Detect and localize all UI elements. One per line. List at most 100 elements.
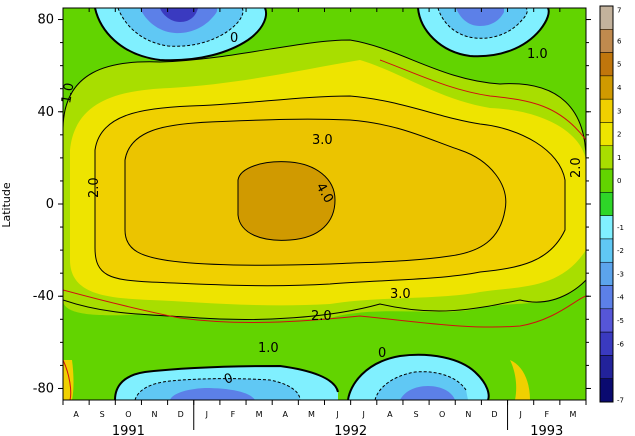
contour-1-north [63, 39, 586, 161]
colorbar-swatch [599, 308, 614, 333]
x-month-label: M [569, 410, 576, 419]
colorbar-swatch [599, 285, 614, 310]
x-axis: A S O N D J F M A M J J A S O N D J F M 1991 1992 1993 [62, 8, 587, 436]
x-year-label: 1992 [334, 424, 367, 436]
y-tick-label: 0 [46, 197, 54, 212]
x-month-label: J [518, 410, 521, 419]
x-month-label: S [100, 410, 105, 419]
x-month-label: F [544, 410, 549, 419]
contour-3 [124, 118, 507, 266]
y-axis-label: Latitude [0, 182, 13, 228]
colorbar-swatch [599, 168, 614, 193]
x-month-label: S [413, 410, 418, 419]
colorbar-swatch [599, 215, 614, 240]
y-tick-label: -80 [33, 381, 54, 396]
x-month-label: M [308, 410, 315, 419]
y-tick-label: -40 [33, 289, 54, 304]
colorbar-swatch [599, 29, 614, 53]
contour-label: 2.0 [87, 177, 102, 198]
contour-lines [63, 8, 586, 400]
contour-0-sw [114, 364, 339, 400]
x-month-label: A [73, 410, 79, 419]
red-line-north [379, 59, 586, 141]
cold-ne-2 [456, 8, 504, 26]
contour-label: 1.0 [258, 341, 279, 356]
colorbar-label: -3 [617, 270, 624, 278]
x-month-label: M [256, 410, 263, 419]
contour-neg-ne [437, 8, 528, 39]
contour-label: 1.0 [59, 82, 77, 105]
contour-label: 0 [230, 31, 238, 46]
colorbar-swatch [599, 52, 614, 77]
y-tick-label: 40 [37, 105, 54, 120]
x-month-label: D [491, 410, 497, 419]
contour-label: 3.0 [312, 133, 333, 148]
x-month-label: J [362, 410, 365, 419]
contour-neg-se [374, 371, 467, 400]
colorbar-label: 3 [617, 107, 621, 115]
colorbar-swatch [599, 75, 614, 100]
colorbar-label: 0 [617, 177, 621, 185]
contour-label: 1.0 [527, 47, 548, 62]
colorbar-swatch [599, 261, 614, 286]
x-month-label: N [152, 410, 158, 419]
x-year-label: 1993 [530, 424, 563, 436]
colorbar-frame [599, 5, 614, 403]
x-month-label: D [178, 410, 184, 419]
red-lines [63, 59, 586, 400]
contour-4 [237, 161, 336, 241]
colorbar-label: 6 [617, 37, 622, 45]
red-line-south [63, 289, 586, 328]
x-month-label: N [465, 410, 471, 419]
colorbar-swatch [599, 5, 614, 30]
contour-neg-sw [134, 378, 301, 400]
colorbar-label: -1 [617, 224, 624, 232]
colorbar-label: -2 [617, 247, 624, 255]
colorbar-label: 7 [617, 7, 621, 15]
y-tick-label: 80 [37, 13, 54, 28]
x-year-label: 1991 [112, 424, 145, 436]
x-month-label: J [335, 410, 338, 419]
plot-field [63, 8, 586, 400]
x-month-label: O [439, 410, 445, 419]
colorbar-swatch [599, 355, 614, 379]
warm-sw-edge [63, 360, 74, 400]
contour-label: 2.0 [569, 157, 584, 178]
colorbar-label: 1 [617, 154, 621, 162]
contour-1-south [63, 279, 586, 320]
cold-nw-3 [160, 8, 198, 22]
y-axis: 80 40 0 -40 -80 [33, 13, 591, 396]
contour-0-se [347, 353, 490, 400]
colorbar-swatch [599, 238, 614, 263]
colorbar-label: -7 [617, 397, 624, 405]
colorbar-swatch [599, 122, 614, 147]
x-month-label: A [387, 410, 393, 419]
cold-se-2 [400, 386, 455, 400]
colorbar: 7 6 5 4 3 2 1 0 -1 -2 -3 -4 -5 -6 -7 [599, 5, 625, 405]
contour-label: 0 [378, 346, 386, 361]
red-line-sw [63, 359, 72, 400]
colorbar-label: 2 [617, 131, 621, 139]
colorbar-label: 5 [617, 61, 621, 69]
colorbar-label: -6 [617, 340, 625, 348]
colorbar-label: -4 [617, 294, 625, 302]
field-orange [238, 161, 335, 241]
colorbar-label: 4 [617, 84, 622, 92]
colorbar-label: -5 [617, 317, 624, 325]
colorbar-swatch [599, 378, 614, 403]
contour-labels: 1.0 2.0 3.0 4.0 0 1.0 2.0 3.0 0 1.0 0 2.… [59, 31, 584, 388]
x-month-label: A [283, 410, 289, 419]
colorbar-swatch [599, 192, 614, 216]
colorbar-swatch [599, 145, 614, 170]
x-month-label: F [231, 410, 236, 419]
contour-label: 2.0 [311, 309, 332, 324]
colorbar-swatch [599, 98, 614, 123]
colorbar-swatch [599, 331, 614, 356]
contour-2 [94, 95, 566, 287]
contour-neg-nw [117, 8, 244, 47]
x-month-label: O [125, 410, 131, 419]
x-month-label: J [205, 410, 208, 419]
contour-0-ne [417, 8, 550, 58]
contour-0-north [94, 8, 267, 62]
